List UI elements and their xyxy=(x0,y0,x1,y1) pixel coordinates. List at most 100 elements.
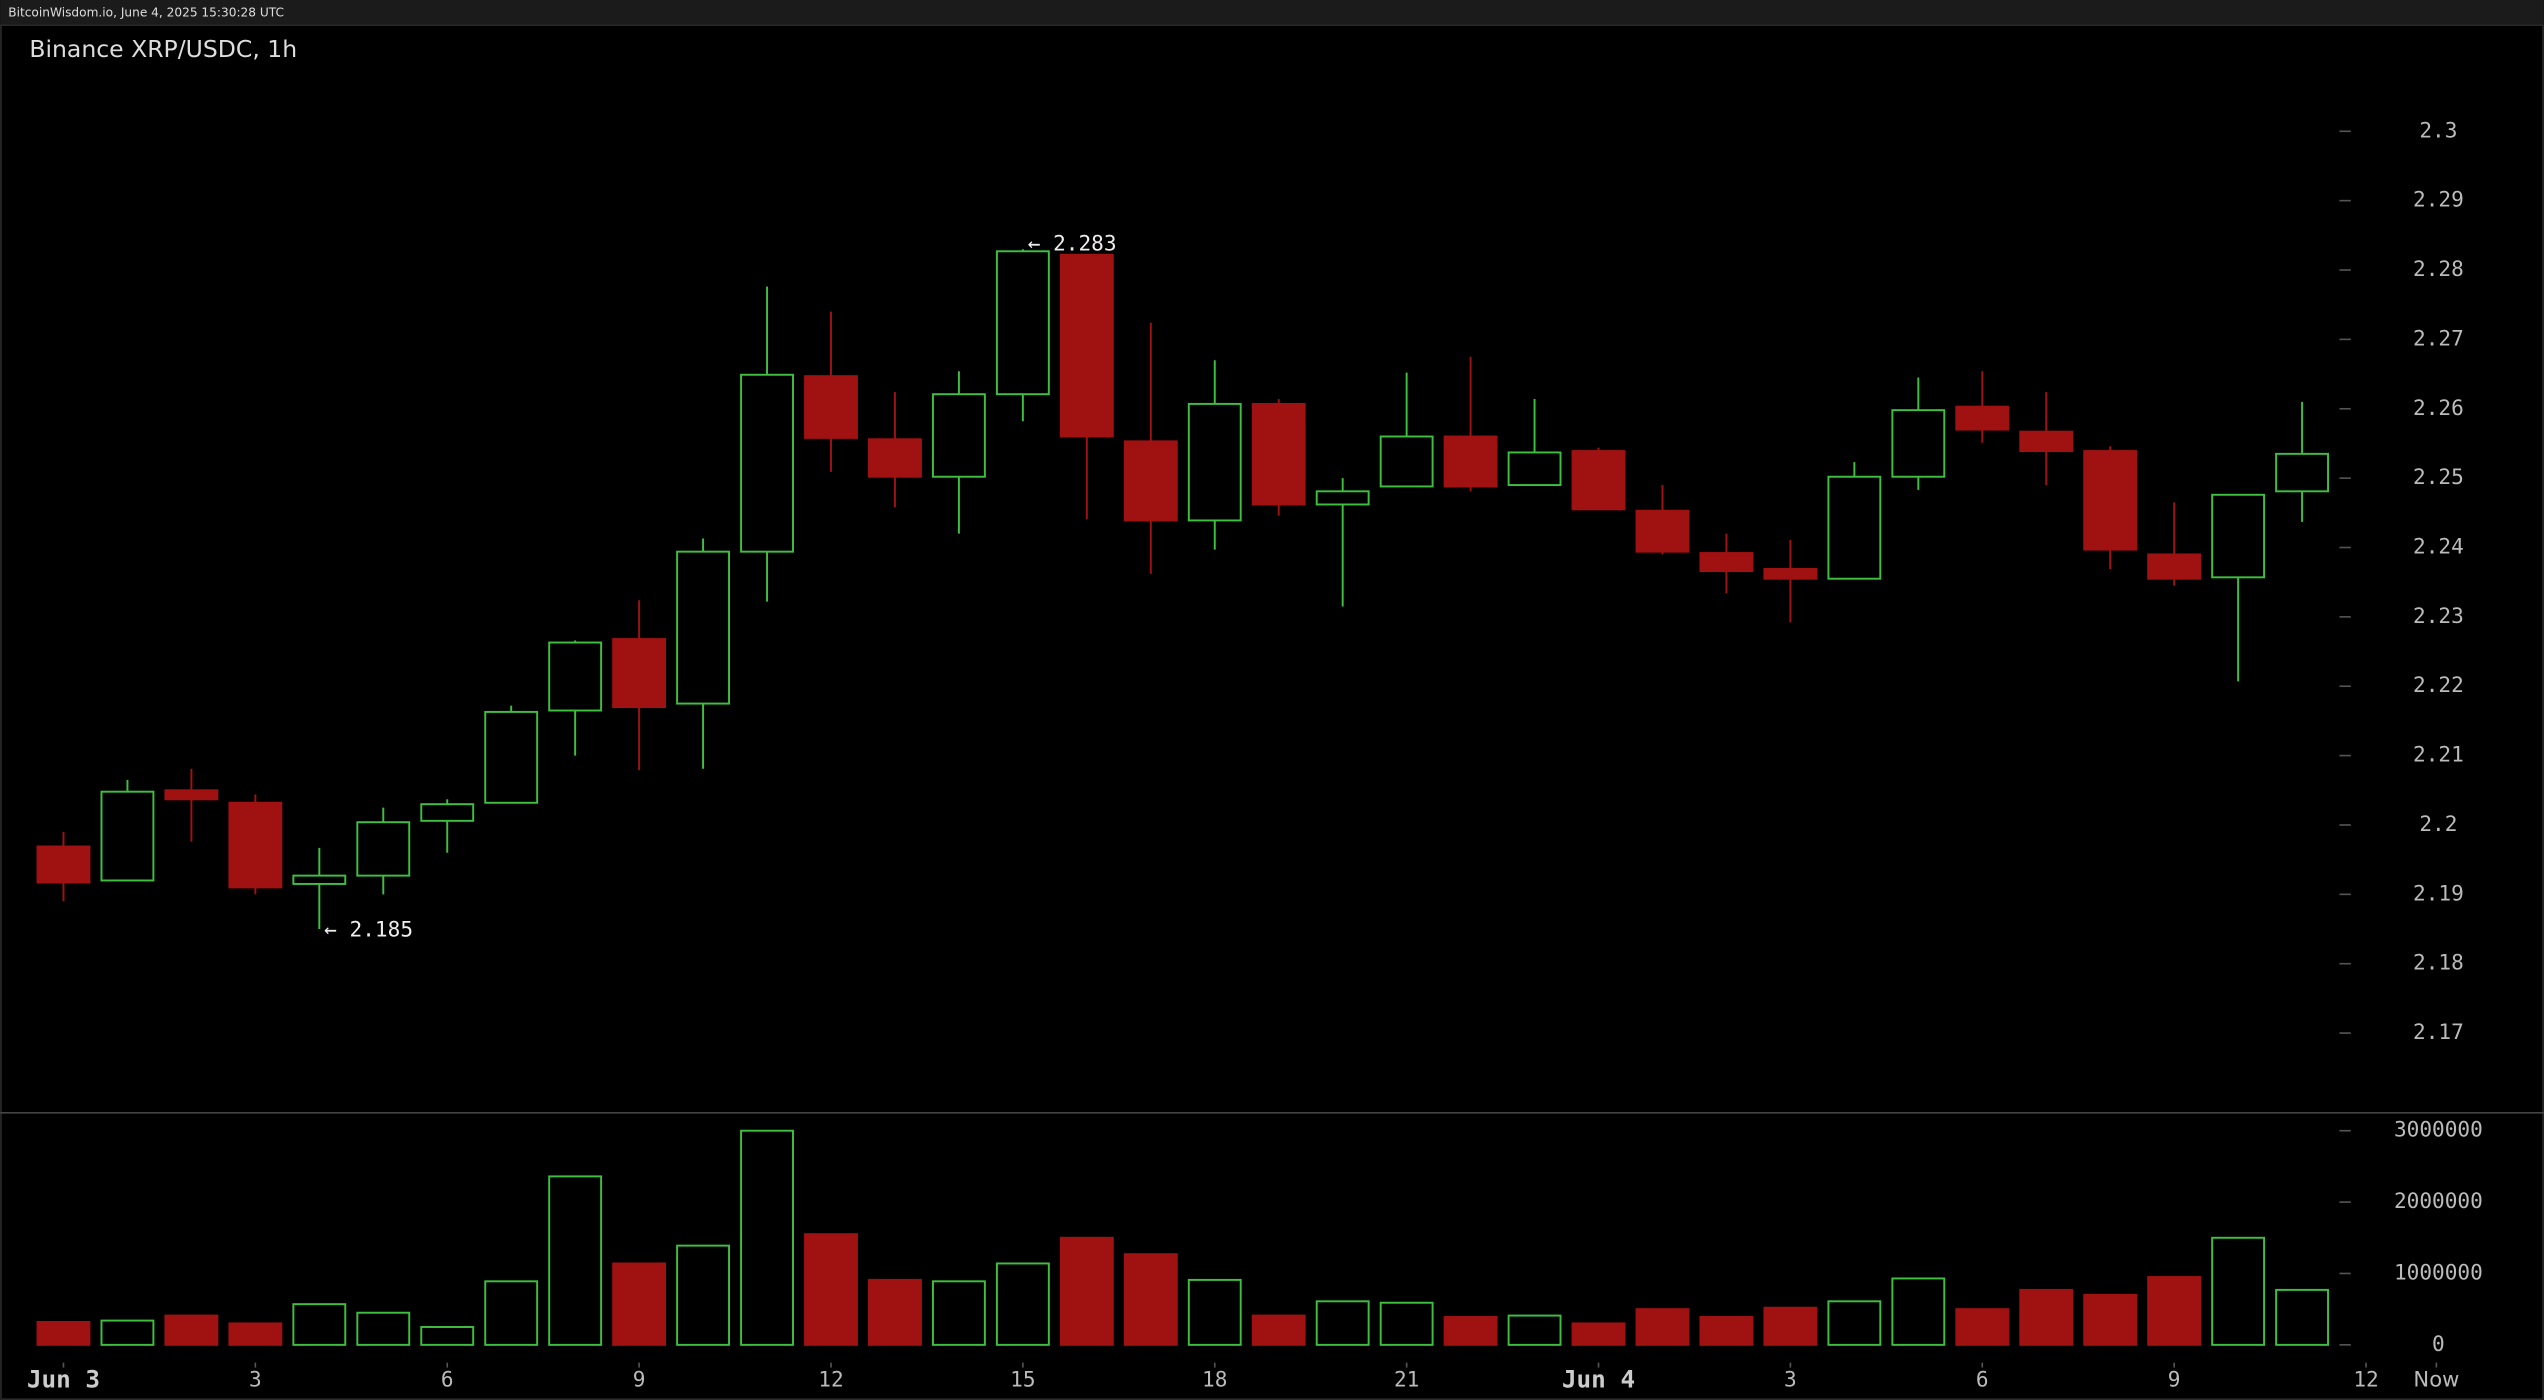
candle-body xyxy=(1827,475,1882,580)
volume-bar xyxy=(1507,1314,1562,1346)
candle-body xyxy=(931,393,986,478)
volume-bar xyxy=(931,1280,986,1346)
volume-bar xyxy=(2211,1236,2266,1346)
candle-body xyxy=(420,803,475,822)
candle-body xyxy=(740,373,794,553)
volume-bar xyxy=(995,1262,1050,1346)
candle-body xyxy=(2275,452,2330,493)
candle-body xyxy=(1379,435,1434,488)
y-tick-label: 2.19 xyxy=(2413,880,2464,905)
x-tick-label: 9 xyxy=(633,1367,646,1392)
candle-body xyxy=(1763,568,1818,580)
candle-body xyxy=(2211,493,2266,579)
volume-bar xyxy=(1955,1308,2010,1346)
y-tick-label: 2.28 xyxy=(2413,256,2464,281)
volume-bar xyxy=(1571,1322,1626,1346)
volume-bar xyxy=(356,1311,411,1346)
volume-bar xyxy=(1315,1300,1370,1346)
y-tick-label: 2.18 xyxy=(2413,950,2464,975)
candle-body xyxy=(1955,405,2010,431)
candle-body xyxy=(804,375,858,439)
candle-body xyxy=(1443,435,1498,488)
candle-body xyxy=(1571,450,1626,511)
frame xyxy=(0,24,2544,1400)
x-tick-label: 15 xyxy=(1010,1367,1035,1392)
candle-body xyxy=(292,874,347,885)
x-tick-label: 18 xyxy=(1202,1367,1227,1392)
candle-body xyxy=(2147,553,2202,580)
volume-tick-label: 1000000 xyxy=(2394,1259,2483,1284)
candle-body xyxy=(995,250,1050,396)
y-tick-label: 2.24 xyxy=(2413,533,2464,558)
candle-body xyxy=(164,789,219,801)
x-tick-label: Jun 4 xyxy=(1562,1365,1635,1394)
candle-body xyxy=(2083,450,2138,551)
candle-body xyxy=(228,801,283,889)
volume-bar xyxy=(2275,1288,2330,1346)
header-text: BitcoinWisdom.io, June 4, 2025 15:30:28 … xyxy=(8,5,284,19)
y-tick-label: 2.23 xyxy=(2413,603,2464,628)
volume-bar xyxy=(2147,1276,2202,1346)
x-tick-label: Now xyxy=(2413,1367,2459,1392)
candle-body xyxy=(1251,402,1306,506)
candle-body xyxy=(36,845,91,884)
volume-bar xyxy=(1699,1316,1754,1346)
volume-bar xyxy=(612,1262,667,1346)
x-tick-label: 12 xyxy=(2353,1367,2378,1392)
volume-tick-label: 0 xyxy=(2432,1331,2445,1356)
volume-tick-label: 3000000 xyxy=(2394,1117,2483,1142)
candle-body xyxy=(2019,430,2074,453)
volume-bar xyxy=(740,1129,794,1346)
volume-bar xyxy=(548,1175,603,1346)
volume-bar xyxy=(164,1314,219,1346)
header-bar xyxy=(0,0,2544,25)
candle-body xyxy=(484,710,539,804)
volume-bar xyxy=(1123,1253,1178,1346)
candle-body xyxy=(1059,253,1114,438)
x-tick-label: 6 xyxy=(1976,1367,1989,1392)
volume-bar xyxy=(1635,1308,1690,1346)
candle-body xyxy=(100,790,155,882)
volume-bar xyxy=(1827,1300,1882,1346)
volume-bar xyxy=(484,1280,539,1346)
y-tick-label: 2.2 xyxy=(2419,811,2457,836)
candle-body xyxy=(548,641,603,712)
candle-body xyxy=(1891,409,1946,478)
candle-body xyxy=(1635,509,1690,553)
y-tick-label: 2.17 xyxy=(2413,1019,2464,1044)
volume-bar xyxy=(36,1321,91,1346)
volume-bar xyxy=(100,1319,155,1346)
volume-bar xyxy=(1891,1277,1946,1346)
volume-bar xyxy=(1443,1316,1498,1346)
y-tick-label: 2.26 xyxy=(2413,395,2464,420)
x-tick-label: 21 xyxy=(1394,1367,1419,1392)
y-tick-label: 2.27 xyxy=(2413,325,2464,350)
chart-title: Binance XRP/USDC, 1h xyxy=(29,35,297,63)
x-tick-label: 12 xyxy=(818,1367,843,1392)
candle-body xyxy=(1315,490,1370,506)
volume-bar xyxy=(1251,1314,1306,1346)
candle-body xyxy=(356,821,411,877)
y-tick-label: 2.21 xyxy=(2413,742,2464,767)
candle-body xyxy=(868,438,922,478)
x-tick-label: 3 xyxy=(249,1367,262,1392)
volume-bar xyxy=(2083,1293,2138,1346)
candle-body xyxy=(676,550,731,705)
candle-body xyxy=(612,638,667,709)
y-tick-label: 2.22 xyxy=(2413,672,2464,697)
candle-body xyxy=(1699,552,1754,573)
x-tick-label: 9 xyxy=(2168,1367,2181,1392)
y-tick-label: 2.25 xyxy=(2413,464,2464,489)
volume-bar xyxy=(420,1326,475,1346)
volume-bar xyxy=(1059,1236,1114,1346)
y-tick-label: 2.3 xyxy=(2419,117,2457,142)
candle-body xyxy=(1123,440,1178,522)
x-tick-label: 3 xyxy=(1784,1367,1797,1392)
volume-bar xyxy=(1763,1306,1818,1346)
y-tick-label: 2.29 xyxy=(2413,187,2464,212)
volume-bar xyxy=(868,1278,922,1346)
volume-bar xyxy=(1379,1301,1434,1346)
x-tick-label: Jun 3 xyxy=(27,1365,100,1394)
